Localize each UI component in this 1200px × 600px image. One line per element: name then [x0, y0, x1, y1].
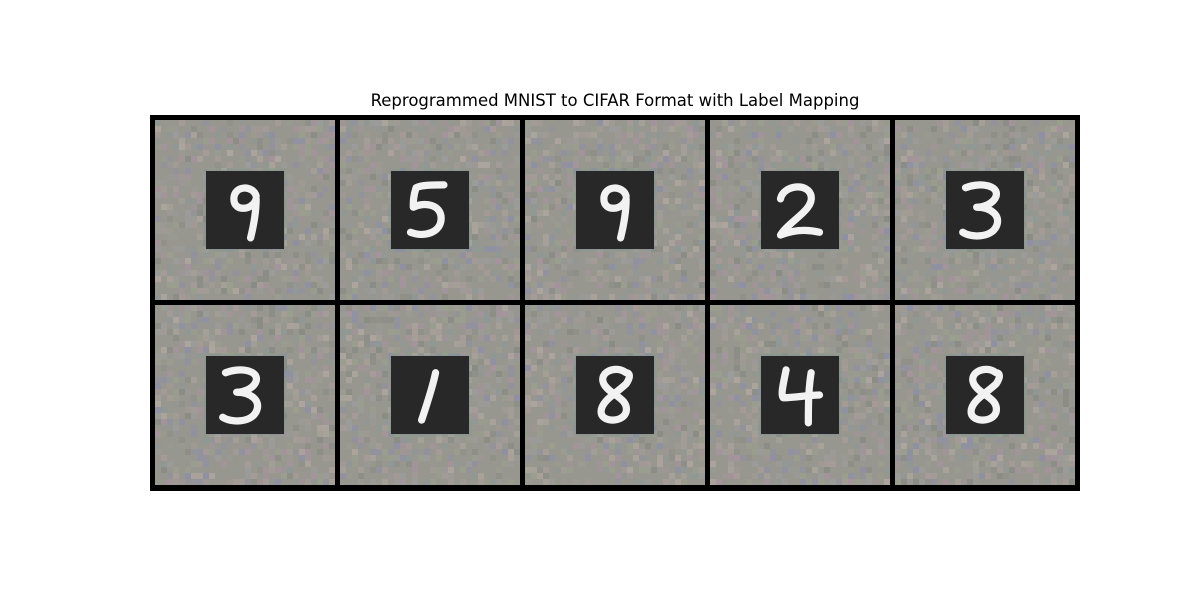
mnist-digit-patch	[206, 171, 284, 249]
reprogrammed-image-tile	[895, 120, 1075, 300]
digit-1-glyph	[391, 356, 469, 434]
reprogrammed-image-tile	[155, 120, 335, 300]
digit-9-glyph	[576, 171, 654, 249]
reprogrammed-image-tile	[710, 305, 890, 485]
image-grid	[150, 115, 1080, 491]
reprogrammed-image-tile	[525, 120, 705, 300]
reprogrammed-image-tile	[340, 120, 520, 300]
digit-3-glyph	[206, 356, 284, 434]
reprogrammed-image-tile	[525, 305, 705, 485]
reprogrammed-image-tile	[155, 305, 335, 485]
digit-8-glyph	[576, 356, 654, 434]
mnist-digit-patch	[761, 356, 839, 434]
mnist-digit-patch	[946, 171, 1024, 249]
digit-8-glyph	[946, 356, 1024, 434]
mnist-digit-patch	[391, 171, 469, 249]
mnist-digit-patch	[576, 171, 654, 249]
digit-9-glyph	[206, 171, 284, 249]
mnist-digit-patch	[576, 356, 654, 434]
reprogrammed-image-tile	[710, 120, 890, 300]
digit-3-glyph	[946, 171, 1024, 249]
digit-4-glyph	[761, 356, 839, 434]
mnist-digit-patch	[391, 356, 469, 434]
digit-2-glyph	[761, 171, 839, 249]
mnist-digit-patch	[761, 171, 839, 249]
digit-5-glyph	[391, 171, 469, 249]
mnist-digit-patch	[946, 356, 1024, 434]
mnist-digit-patch	[206, 356, 284, 434]
reprogrammed-image-tile	[340, 305, 520, 485]
reprogrammed-image-tile	[895, 305, 1075, 485]
figure-title: Reprogrammed MNIST to CIFAR Format with …	[0, 89, 1200, 113]
